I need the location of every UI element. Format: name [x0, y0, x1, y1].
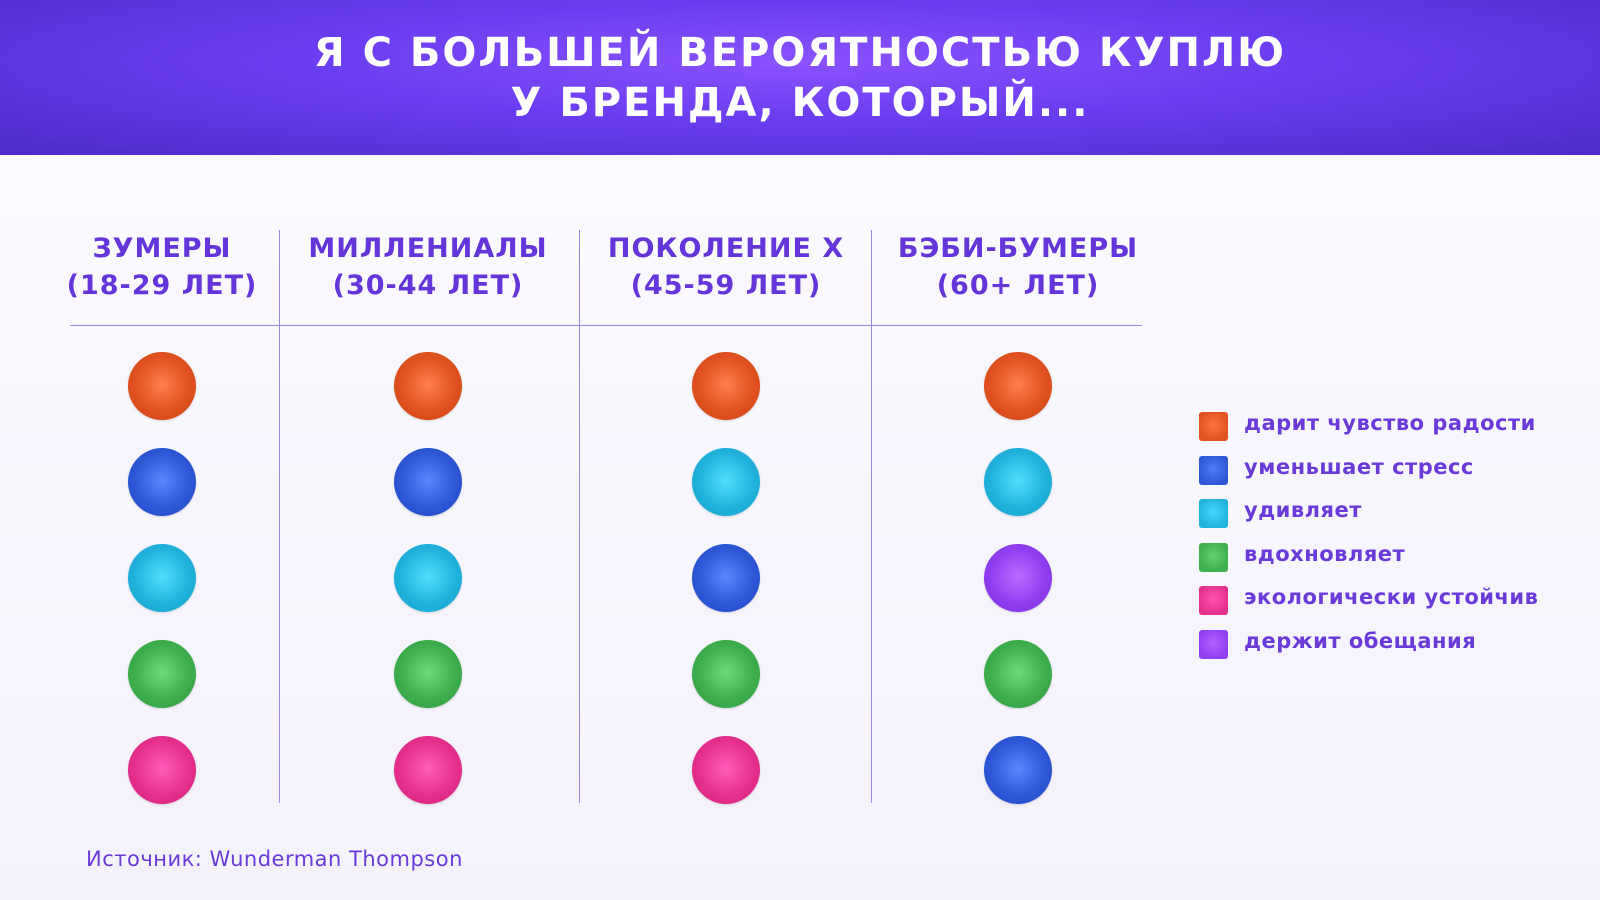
- generation-age: (60+ ЛЕТ): [936, 270, 1100, 301]
- rank-dot-joy: [394, 352, 462, 420]
- rank-dot-promise: [984, 544, 1052, 612]
- rank-dot-inspire: [394, 640, 462, 708]
- rank-dot-joy: [128, 352, 196, 420]
- rank-dot-stress: [128, 448, 196, 516]
- title-line-1: Я С БОЛЬШЕЙ ВЕРОЯТНОСТЬЮ КУПЛЮ: [313, 29, 1287, 76]
- rank-dot-stress: [692, 544, 760, 612]
- legend-label: уменьшает стресс: [1244, 454, 1474, 479]
- column-header: ПОКОЛЕНИЕ X (45-59 ЛЕТ): [580, 230, 872, 304]
- legend-swatch: [1199, 629, 1228, 659]
- column-header: БЭБИ-БУМЕРЫ (60+ ЛЕТ): [870, 230, 1166, 304]
- legend-label: дарит чувство радости: [1244, 411, 1536, 435]
- rank-dot-inspire: [984, 640, 1052, 708]
- generation-name: ПОКОЛЕНИЕ X: [607, 233, 845, 264]
- rank-dot-stress: [394, 448, 462, 516]
- rank-dot-surprise: [692, 448, 760, 516]
- column-divider: [279, 230, 280, 803]
- legend-swatch: [1199, 542, 1228, 572]
- rank-dot-eco: [692, 736, 760, 804]
- rank-dot-eco: [128, 736, 196, 804]
- column-header: ЗУМЕРЫ (18-29 ЛЕТ): [62, 230, 262, 304]
- legend-label: вдохновляет: [1244, 541, 1406, 566]
- generation-age: (45-59 ЛЕТ): [630, 270, 822, 301]
- rank-dot-joy: [692, 352, 760, 420]
- generation-name: ЗУМЕРЫ: [92, 233, 232, 264]
- rank-dot-stress: [984, 736, 1052, 804]
- legend-label: удивляет: [1244, 498, 1362, 522]
- generation-name: БЭБИ-БУМЕРЫ: [897, 233, 1139, 264]
- rank-dot-surprise: [128, 544, 196, 612]
- title-line-2: У БРЕНДА, КОТОРЫЙ...: [510, 79, 1090, 126]
- source-note: Источник: Wunderman Thompson: [86, 847, 463, 871]
- legend-swatch: [1199, 412, 1228, 441]
- rank-dot-inspire: [692, 640, 760, 708]
- generation-name: МИЛЛЕНИАЛЫ: [308, 233, 548, 264]
- column-header: МИЛЛЕНИАЛЫ (30-44 ЛЕТ): [280, 230, 576, 304]
- rank-dot-joy: [984, 352, 1052, 420]
- title-banner: Я С БОЛЬШЕЙ ВЕРОЯТНОСТЬЮ КУПЛЮ У БРЕНДА,…: [0, 0, 1600, 155]
- column-divider: [579, 230, 580, 803]
- column-divider: [871, 230, 872, 803]
- generation-age: (30-44 ЛЕТ): [332, 270, 524, 301]
- rank-dot-inspire: [128, 640, 196, 708]
- legend-label: экологически устойчив: [1244, 585, 1539, 609]
- rank-dot-eco: [394, 736, 462, 804]
- legend-label: держит обещания: [1244, 628, 1477, 653]
- rank-dot-surprise: [394, 544, 462, 612]
- legend-swatch: [1199, 586, 1228, 615]
- generation-age: (18-29 ЛЕТ): [66, 270, 258, 301]
- header-divider: [70, 325, 1142, 326]
- legend-swatch: [1199, 455, 1228, 485]
- rank-dot-surprise: [984, 448, 1052, 516]
- chart-area: [0, 155, 1600, 900]
- legend-swatch: [1199, 499, 1228, 528]
